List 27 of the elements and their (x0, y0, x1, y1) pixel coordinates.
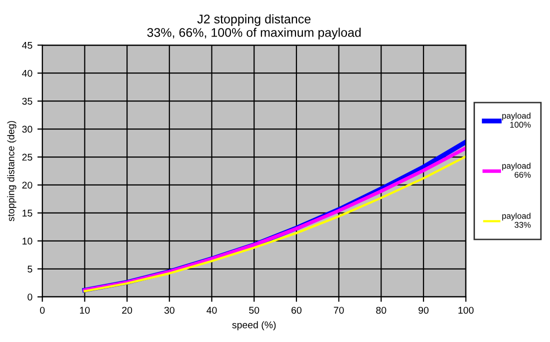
y-tick-label: 35 (22, 98, 32, 105)
legend-label: payload 66% (502, 162, 531, 178)
y-tick-label: 20 (22, 182, 32, 189)
x-tick-label: 60 (292, 306, 302, 314)
y-tick-label: 45 (22, 42, 32, 49)
y-tick-label: 0 (28, 294, 32, 300)
x-tick-label: 100 (458, 306, 474, 314)
x-tick-label: 90 (418, 306, 429, 314)
x-tick-label: 30 (164, 306, 174, 314)
x-tick-label: 40 (206, 306, 217, 314)
y-tick-label: 25 (22, 154, 32, 161)
x-tick-label: 0 (40, 306, 45, 314)
y-tick-label: 10 (22, 238, 32, 245)
y-tick-label: 40 (22, 70, 32, 77)
y-tick-label: 15 (22, 210, 32, 217)
y-axis-title: stopping distance (deg) (7, 121, 16, 222)
legend-label: payload 100% (502, 112, 531, 128)
chart-title: J2 stopping distance 33%, 66%, 100% of maximum payload (147, 14, 361, 40)
y-tick-label: 30 (22, 126, 32, 133)
x-tick-label: 50 (249, 306, 260, 314)
x-tick-label: 20 (122, 306, 132, 314)
x-axis-title: speed (%) (232, 321, 276, 330)
y-tick-label: 5 (28, 266, 32, 273)
x-tick-label: 10 (80, 306, 90, 314)
x-tick-label: 70 (334, 306, 344, 314)
legend-label: payload 33% (502, 212, 531, 228)
x-tick-label: 80 (376, 306, 386, 314)
